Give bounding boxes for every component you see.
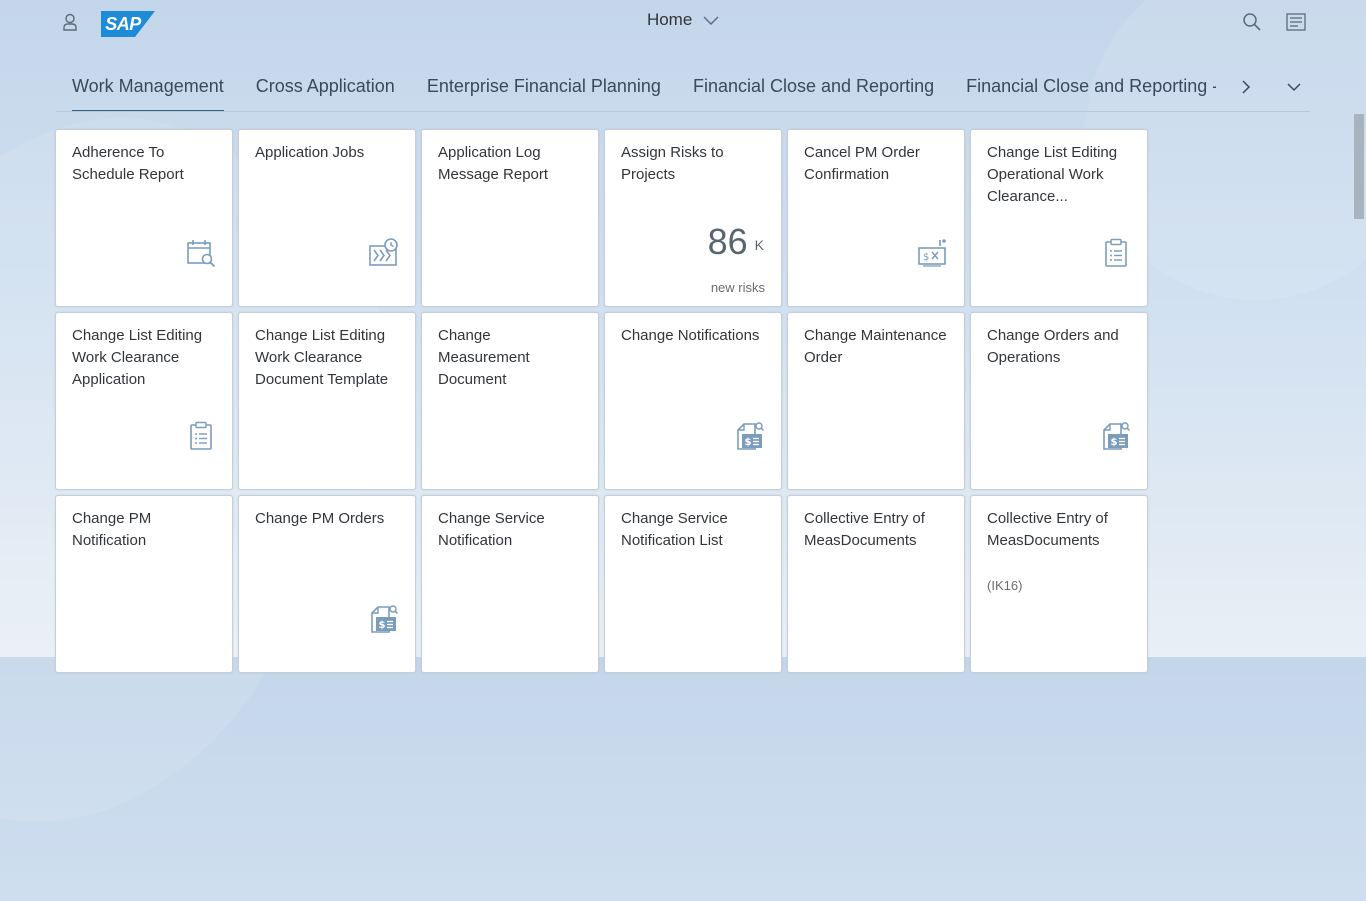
search-icon xyxy=(1243,13,1261,31)
tile-change-list-editing-operational-work-clearance[interactable]: Change List Editing Operational Work Cle… xyxy=(970,129,1148,307)
person-icon xyxy=(63,13,77,31)
tile-title: Change List Editing Work Clearance Appli… xyxy=(72,327,203,388)
tile-change-service-notification-list[interactable]: Change Service Notification List xyxy=(604,495,782,673)
scrollbar-thumb[interactable] xyxy=(1354,114,1364,219)
home-menu-button[interactable]: Home xyxy=(647,10,719,29)
tab-enterprise-financial-planning[interactable]: Enterprise Financial Planning xyxy=(426,76,661,96)
tile-title: Change Measurement Document xyxy=(438,327,530,388)
kpi-footer: new risks xyxy=(710,280,765,295)
kpi-scale: K xyxy=(754,237,764,253)
kpi-value: 86 xyxy=(707,221,748,262)
chevron-down-icon xyxy=(1287,83,1301,92)
calendar-search-icon xyxy=(187,240,216,268)
tile-change-maintenance-order[interactable]: Change Maintenance Order xyxy=(787,312,965,490)
tile-title: Adherence To Schedule Report xyxy=(72,144,184,183)
page-title: Home xyxy=(646,10,693,29)
user-profile-button[interactable] xyxy=(60,12,80,32)
tab-scroll-next-button[interactable] xyxy=(1236,77,1256,97)
svg-text:$: $ xyxy=(745,437,752,448)
tile-title: Change Service Notification List xyxy=(621,510,728,549)
clipboard-list-icon xyxy=(1105,238,1127,267)
tile-change-list-editing-work-clearance-document-template[interactable]: Change List Editing Work Clearance Docum… xyxy=(238,312,416,490)
chevron-right-icon xyxy=(1242,80,1251,94)
tile-title: Application Jobs xyxy=(255,144,365,161)
tile-title: Change PM Orders xyxy=(255,510,385,527)
tab-list: Work Management Cross Application Enterpri… xyxy=(56,62,1216,111)
tile-application-log-message-report[interactable]: Application Log Message Report xyxy=(421,129,599,307)
kpi-row: 86 K xyxy=(708,221,764,263)
tile-title: Change Maintenance Order xyxy=(804,327,947,366)
tile-container: Adherence To Schedule Report Application… xyxy=(55,129,1155,673)
menu-icon xyxy=(1286,13,1306,31)
tile-collective-entry-of-measdocuments[interactable]: Collective Entry of MeasDocuments xyxy=(787,495,965,673)
tile-change-measurement-document[interactable]: Change Measurement Document xyxy=(421,312,599,490)
tile-title: Change Notifications xyxy=(621,327,760,344)
tab-overflow-button[interactable] xyxy=(1284,77,1304,97)
logo-text: SAP xyxy=(105,14,141,34)
document-money-search-icon: $ xyxy=(737,422,765,450)
tile-subtitle: (IK16) xyxy=(987,578,1023,593)
tile-assign-risks-to-projects[interactable]: Assign Risks to Projects 86 K new risks xyxy=(604,129,782,307)
tile-change-orders-and-operations[interactable]: Change Orders and Operations $ xyxy=(970,312,1148,490)
svg-text:$: $ xyxy=(379,620,386,631)
sap-logo: SAP xyxy=(101,11,155,37)
tile-title: Change Orders and Operations xyxy=(987,327,1119,366)
group-tab-bar: Work Management Cross Application Enterpri… xyxy=(56,62,1310,112)
shell-header: SAP Home xyxy=(0,0,1366,44)
tile-title: Change Service Notification xyxy=(438,510,545,549)
tile-title: Cancel PM Order Confirmation xyxy=(804,144,920,183)
job-schedule-icon xyxy=(369,238,398,266)
tile-change-notifications[interactable]: Change Notifications $ xyxy=(604,312,782,490)
search-button[interactable] xyxy=(1242,12,1262,32)
tab-financial-close-and-reporting[interactable]: Financial Close and Reporting xyxy=(692,76,935,96)
tile-title: Change PM Notification xyxy=(72,510,152,549)
tab-financial-close-and-reporting-global[interactable]: Financial Close and Reporting - Global A… xyxy=(966,76,1216,96)
tile-application-jobs[interactable]: Application Jobs xyxy=(238,129,416,307)
tile-change-service-notification[interactable]: Change Service Notification xyxy=(421,495,599,673)
tile-title: Collective Entry of MeasDocuments xyxy=(804,510,925,549)
cancel-payment-icon: $ xyxy=(918,239,946,267)
tile-change-pm-orders[interactable]: Change PM Orders $ xyxy=(238,495,416,673)
tile-collective-entry-of-measdocuments-ik16[interactable]: Collective Entry of MeasDocuments (IK16) xyxy=(970,495,1148,673)
tile-title: Collective Entry of MeasDocuments xyxy=(987,510,1108,549)
svg-text:$: $ xyxy=(1111,437,1118,448)
page-scrollbar[interactable] xyxy=(1352,110,1366,657)
document-money-search-icon: $ xyxy=(371,605,399,633)
tab-cross-application[interactable]: Cross Application xyxy=(255,76,395,96)
tile-change-pm-notification[interactable]: Change PM Notification xyxy=(55,495,233,673)
tile-title: Assign Risks to Projects xyxy=(621,144,724,183)
tile-cancel-pm-order-confirmation[interactable]: Cancel PM Order Confirmation $ xyxy=(787,129,965,307)
tile-title: Application Log Message Report xyxy=(438,144,549,183)
notifications-menu-button[interactable] xyxy=(1286,13,1306,31)
chevron-down-icon xyxy=(703,16,719,25)
tile-title: Change List Editing Operational Work Cle… xyxy=(987,144,1118,205)
document-money-search-icon: $ xyxy=(1103,422,1131,450)
svg-text:$: $ xyxy=(923,252,929,263)
tile-change-list-editing-work-clearance-application[interactable]: Change List Editing Work Clearance Appli… xyxy=(55,312,233,490)
tile-adherence-to-schedule-report[interactable]: Adherence To Schedule Report xyxy=(55,129,233,307)
clipboard-list-icon xyxy=(190,421,212,450)
tab-work-management[interactable]: Work Management xyxy=(56,62,240,111)
tile-title: Change List Editing Work Clearance Docum… xyxy=(255,327,389,388)
